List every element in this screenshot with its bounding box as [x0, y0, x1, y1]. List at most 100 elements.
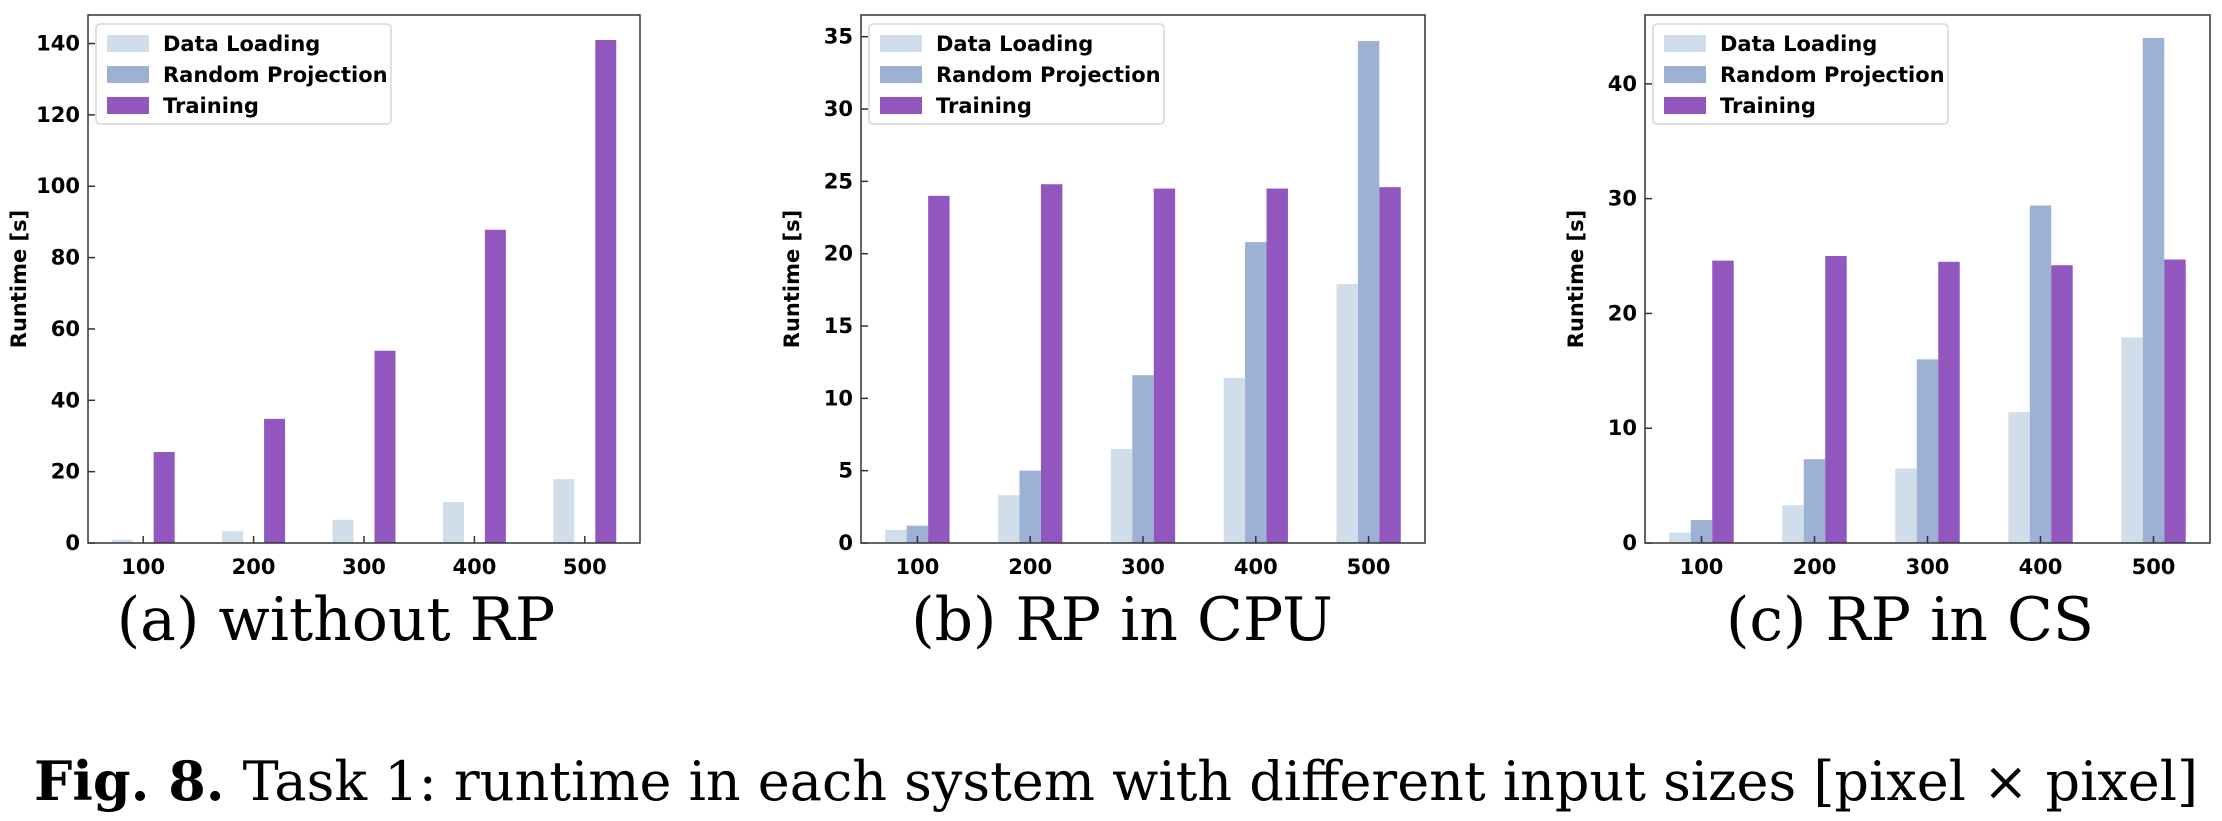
- y-tick-label: 20: [824, 242, 853, 266]
- chart-panel-2: 0 5 10 15 20 25 30 35 100 200 300 400 500 Runtime [s]…: [780, 14, 1426, 655]
- legend-box: [1652, 23, 1949, 125]
- y-tick-label: 80: [51, 246, 80, 270]
- bar-data-loading-400: [1223, 378, 1246, 543]
- subfigure-caption: (b) RP in CPU: [911, 585, 1333, 655]
- y-tick-label: 35: [824, 25, 853, 49]
- bar-data-loading-500: [553, 479, 575, 543]
- bar-random-projection-100: [1690, 520, 1713, 543]
- y-tick-label: 10: [824, 386, 853, 410]
- bar-training-500: [595, 39, 617, 543]
- bar-training-400: [2051, 265, 2073, 543]
- legend-entry: Training: [163, 94, 259, 118]
- y-tick-label: 100: [36, 174, 80, 198]
- x-tick-label: 400: [1234, 555, 1278, 579]
- x-tick-label: 300: [1121, 555, 1165, 579]
- caption-label: Fig. 8.: [34, 749, 225, 813]
- bar-data-loading-500: [1336, 284, 1358, 543]
- bar-training-100: [1712, 260, 1734, 543]
- chart-panel-1: 0 20 40 60 80 100 120 140 100 200 300 400 500 Runtime…: [7, 14, 641, 655]
- figure-caption: Fig. 8. Task 1: runtime in each system wi…: [34, 749, 2198, 813]
- bar-training-200: [264, 418, 286, 543]
- bar-data-loading-400: [2008, 412, 2030, 543]
- bar-random-projection-500: [2142, 37, 2165, 544]
- y-tick-label: 140: [36, 32, 80, 56]
- bar-training-400: [484, 229, 506, 543]
- legend-entry: Data Loading: [163, 32, 320, 56]
- bar-data-loading-200: [1782, 505, 1804, 543]
- y-tick-label: 20: [1608, 301, 1637, 325]
- legend-entry: Data Loading: [936, 32, 1093, 56]
- y-tick-label: 25: [824, 169, 853, 193]
- legend-swatch: [880, 66, 922, 83]
- y-tick-label: 60: [51, 317, 80, 341]
- legend-swatch: [107, 97, 149, 114]
- legend-swatch: [880, 35, 922, 52]
- legend-swatch: [1664, 35, 1706, 52]
- x-tick-label: 100: [1680, 555, 1724, 579]
- x-tick-label: 100: [895, 555, 939, 579]
- legend-entry: Random Projection: [163, 63, 388, 87]
- legend-swatch: [1664, 66, 1706, 83]
- legend: Data Loading Random Projection Training: [868, 23, 1165, 125]
- bar-random-projection-400: [2029, 205, 2052, 544]
- bar-training-300: [1938, 261, 1960, 543]
- bar-data-loading-100: [1669, 532, 1691, 543]
- x-tick-label: 500: [1347, 555, 1391, 579]
- bar-data-loading-300: [1110, 448, 1133, 543]
- bar-random-projection-200: [1019, 470, 1041, 543]
- legend-entry: Data Loading: [1720, 32, 1877, 56]
- x-tick-label: 500: [2132, 555, 2176, 579]
- y-tick-label: 40: [51, 388, 80, 412]
- x-tick-label: 300: [1906, 555, 1950, 579]
- legend: Data Loading Random Projection Training: [95, 23, 392, 125]
- legend-box: [868, 23, 1165, 125]
- bar-training-100: [928, 195, 950, 543]
- legend-entry: Training: [936, 94, 1032, 118]
- bar-training-500: [2164, 259, 2186, 543]
- legend-swatch: [107, 35, 149, 52]
- bar-training-300: [374, 350, 396, 543]
- legend: Data Loading Random Projection Training: [1652, 23, 1949, 125]
- subfigure-caption: (c) RP in CS: [1726, 585, 2094, 655]
- y-axis-label: Runtime [s]: [7, 210, 31, 348]
- y-tick-label: 20: [51, 460, 80, 484]
- bar-random-projection-400: [1245, 242, 1267, 544]
- x-tick-label: 100: [121, 555, 165, 579]
- y-tick-label: 15: [824, 314, 853, 338]
- subfigure-caption: (a) without RP: [117, 585, 555, 655]
- y-tick-label: 30: [824, 97, 853, 121]
- y-tick-label: 5: [838, 459, 853, 483]
- legend-box: [95, 23, 392, 125]
- legend-entry: Training: [1720, 94, 1816, 118]
- bar-data-loading-400: [442, 501, 464, 543]
- bar-data-loading-300: [332, 519, 354, 543]
- legend-swatch: [1664, 97, 1706, 114]
- bar-random-projection-300: [1132, 375, 1154, 543]
- x-tick-label: 400: [452, 555, 496, 579]
- y-tick-label: 30: [1608, 187, 1637, 211]
- legend-swatch: [880, 97, 922, 114]
- y-tick-label: 0: [1622, 531, 1637, 555]
- bar-training-400: [1266, 188, 1288, 543]
- bar-data-loading-300: [1895, 468, 1917, 543]
- legend-entry: Random Projection: [936, 63, 1161, 87]
- bar-random-projection-100: [906, 525, 929, 543]
- bar-data-loading-100: [111, 539, 133, 543]
- caption-text: Task 1: runtime in each system with diff…: [243, 750, 2199, 813]
- x-tick-label: 200: [1008, 555, 1052, 579]
- x-tick-label: 300: [342, 555, 386, 579]
- bar-data-loading-200: [222, 531, 244, 543]
- bar-random-projection-300: [1916, 359, 1939, 543]
- x-tick-label: 400: [2019, 555, 2063, 579]
- y-tick-label: 10: [1608, 416, 1637, 440]
- y-tick-label: 120: [36, 103, 80, 127]
- bar-training-200: [1040, 184, 1063, 543]
- bar-data-loading-200: [998, 495, 1020, 543]
- y-tick-label: 0: [65, 531, 80, 555]
- bar-training-300: [1153, 188, 1176, 543]
- bar-data-loading-100: [885, 529, 907, 543]
- bar-training-500: [1379, 187, 1401, 543]
- x-tick-label: 200: [232, 555, 276, 579]
- y-tick-label: 40: [1608, 72, 1637, 96]
